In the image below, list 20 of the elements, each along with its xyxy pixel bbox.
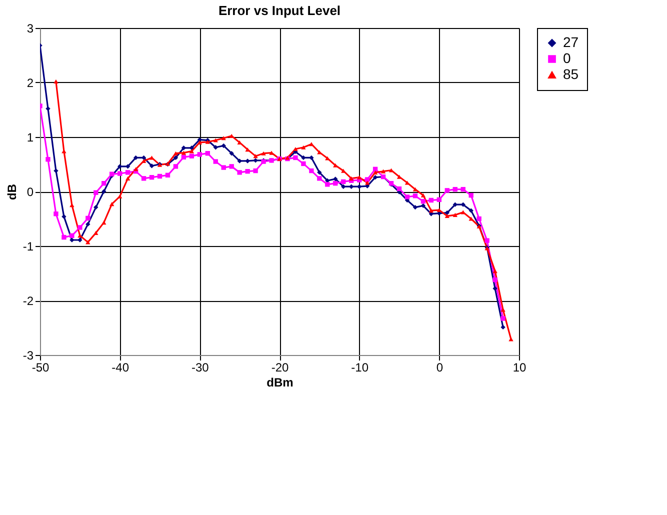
- y-tick-label: 1: [26, 130, 34, 144]
- x-tick-label: -50: [32, 360, 50, 374]
- y-tick-label: -2: [22, 294, 34, 308]
- legend-label: 85: [563, 66, 579, 82]
- chart-title: Error vs Input Level: [218, 3, 341, 18]
- x-tick-label: -40: [112, 360, 130, 374]
- x-tick-label: 10: [512, 360, 526, 374]
- y-tick-label: -1: [22, 240, 34, 254]
- x-tick-label: 0: [436, 360, 444, 374]
- y-tick-label: 2: [26, 76, 34, 90]
- legend-label: 0: [563, 50, 571, 66]
- x-tick-label: -20: [271, 360, 289, 374]
- x-axis-title: dBm: [266, 376, 294, 390]
- legend-label: 27: [563, 34, 579, 50]
- y-axis-title: dB: [4, 184, 19, 200]
- x-tick-label: -10: [351, 360, 369, 374]
- y-tick-label: -3: [22, 348, 34, 362]
- x-tick-label: -30: [191, 360, 210, 374]
- y-tick-label: 0: [26, 185, 34, 199]
- y-tick-label: 3: [26, 22, 34, 36]
